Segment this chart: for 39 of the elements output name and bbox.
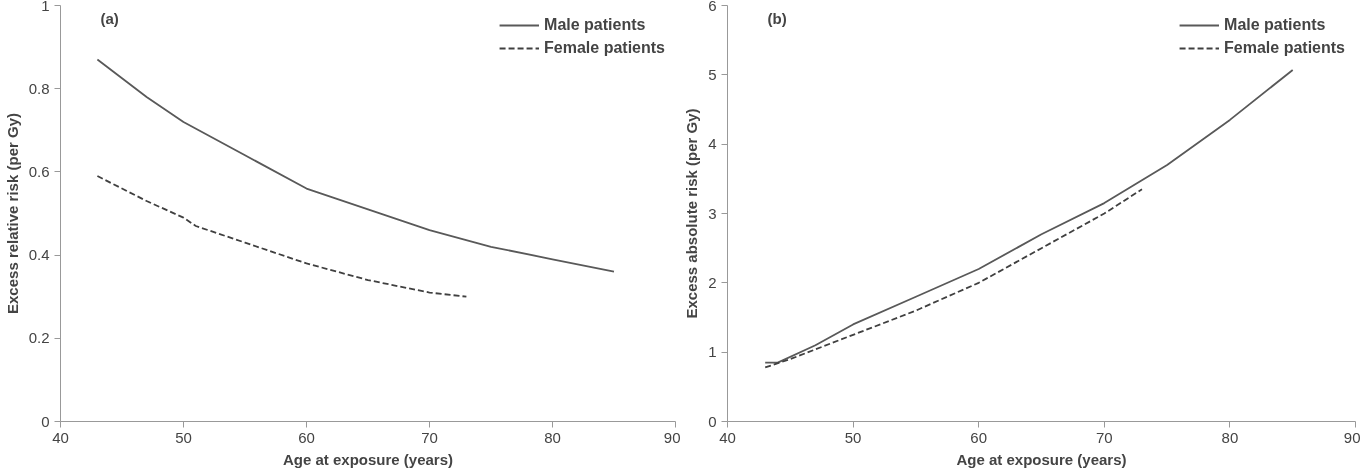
y-tick-label: 1: [41, 0, 50, 14]
y-tick-label: 4: [708, 135, 717, 153]
x-tick-label: 60: [298, 428, 315, 446]
line-series: [764, 188, 1143, 369]
legend-label: Male patients: [544, 16, 646, 34]
x-axis-title: Age at exposure (years): [282, 450, 454, 468]
y-axis-title: Excess relative risk (per Gy): [3, 113, 21, 314]
y-tick-label: 0.4: [28, 246, 50, 264]
x-tick-label: 50: [844, 428, 862, 446]
x-tick-label: 90: [1343, 428, 1361, 446]
annotation: (a): [100, 9, 119, 27]
y-tick-label: 0.2: [28, 329, 50, 347]
y-tick-label: 2: [708, 273, 717, 291]
y-tick-label: 6: [708, 0, 717, 14]
x-tick-label: 70: [421, 428, 438, 446]
y-tick-label: 0.6: [28, 162, 50, 180]
x-axis-title: Age at exposure (years): [956, 450, 1127, 468]
legend-label: Female patients: [1224, 39, 1345, 57]
y-tick-label: 1: [708, 343, 717, 361]
y-axis-title: Excess absolute risk (per Gy): [683, 108, 701, 319]
line-series: [96, 58, 615, 273]
y-tick-label: 0: [41, 412, 50, 430]
x-tick-label: 50: [175, 428, 192, 446]
y-tick-label: 5: [708, 65, 717, 83]
x-tick-label: 90: [663, 428, 681, 446]
y-tick-label: 0.8: [28, 79, 50, 97]
y-tick-label: 0: [708, 412, 717, 430]
line-series: [96, 175, 468, 298]
x-tick-label: 80: [1221, 428, 1239, 446]
annotation: (b): [767, 9, 787, 27]
y-tick-label: 3: [708, 204, 717, 222]
x-tick-label: 40: [52, 428, 69, 446]
x-tick-label: 60: [970, 428, 988, 446]
legend-label: Female patients: [544, 39, 665, 57]
x-tick-label: 40: [719, 428, 736, 446]
x-tick-label: 70: [1095, 428, 1113, 446]
legend-label: Male patients: [1224, 16, 1326, 34]
line-series: [764, 69, 1294, 364]
x-tick-label: 80: [544, 428, 561, 446]
